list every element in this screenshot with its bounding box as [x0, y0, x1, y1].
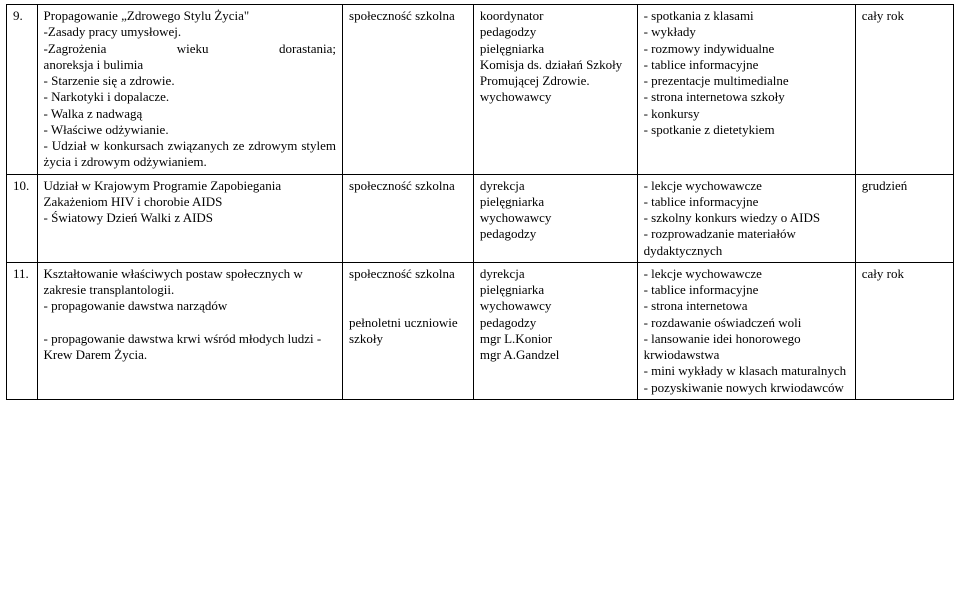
resp-line: wychowawcy — [480, 89, 631, 105]
desc-word: dorastania; — [279, 41, 336, 57]
desc-line: - Narkotyki i dopalacze. — [44, 89, 336, 105]
row-who: społeczność szkolna — [343, 5, 474, 175]
form-line: - mini wykłady w klasach maturalnych — [644, 363, 849, 379]
table-row: 9. Propagowanie „Zdrowego Stylu Życia" -… — [7, 5, 954, 175]
desc-line: -Zagrożenia wieku dorastania; — [44, 41, 336, 57]
form-line: - rozmowy indywidualne — [644, 41, 849, 57]
desc-word: wieku — [177, 41, 209, 57]
row-when: cały rok — [855, 262, 953, 399]
page: 9. Propagowanie „Zdrowego Stylu Życia" -… — [0, 0, 960, 599]
desc-line: - Starzenie się a zdrowie. — [44, 73, 336, 89]
desc-line: - propagowanie dawstwa narządów — [44, 298, 336, 314]
who-line — [349, 282, 467, 298]
desc-line: Kształtowanie właściwych postaw społeczn… — [44, 266, 336, 299]
row-when: grudzień — [855, 174, 953, 262]
resp-line: wychowawcy — [480, 210, 631, 226]
desc-line: - Światowy Dzień Walki z AIDS — [44, 210, 336, 226]
form-line: - wykłady — [644, 24, 849, 40]
who-line: pełnoletni uczniowie szkoły — [349, 315, 467, 348]
resp-line: dyrekcja — [480, 266, 631, 282]
form-line: - tablice informacyjne — [644, 282, 849, 298]
desc-line: anoreksja i bulimia — [44, 57, 336, 73]
row-number: 9. — [7, 5, 38, 175]
row-when: cały rok — [855, 5, 953, 175]
form-line: - konkursy — [644, 106, 849, 122]
desc-line — [44, 315, 336, 331]
resp-line: Komisja ds. działań Szkoły Promującej Zd… — [480, 57, 631, 90]
resp-line: mgr A.Gandzel — [480, 347, 631, 363]
row-responsible: koordynator pedagodzy pielęgniarka Komis… — [473, 5, 637, 175]
form-line: - prezentacje multimedialne — [644, 73, 849, 89]
row-description: Propagowanie „Zdrowego Stylu Życia" -Zas… — [37, 5, 342, 175]
form-line: - szkolny konkurs wiedzy o AIDS — [644, 210, 849, 226]
resp-line: pielęgniarka — [480, 41, 631, 57]
desc-line: - Walka z nadwagą — [44, 106, 336, 122]
desc-line: - Udział w konkursach związanych ze zdro… — [44, 138, 336, 171]
table-row: 11. Kształtowanie właściwych postaw społ… — [7, 262, 954, 399]
desc-line: -Zasady pracy umysłowej. — [44, 24, 336, 40]
resp-line: dyrekcja — [480, 178, 631, 194]
resp-line: wychowawcy — [480, 298, 631, 314]
row-who: społeczność szkolna — [343, 174, 474, 262]
desc-line: - propagowanie dawstwa krwi wśród młodyc… — [44, 331, 336, 364]
resp-line: pedagodzy — [480, 226, 631, 242]
desc-line: - Właściwe odżywianie. — [44, 122, 336, 138]
form-line: - lekcje wychowawcze — [644, 178, 849, 194]
resp-line: pedagodzy — [480, 24, 631, 40]
row-who: społeczność szkolna pełnoletni uczniowie… — [343, 262, 474, 399]
form-line: - lekcje wychowawcze — [644, 266, 849, 282]
form-line: - spotkania z klasami — [644, 8, 849, 24]
resp-line: mgr L.Konior — [480, 331, 631, 347]
form-line: - strona internetowa szkoły — [644, 89, 849, 105]
row-form: - spotkania z klasami - wykłady - rozmow… — [637, 5, 855, 175]
form-line: - spotkanie z dietetykiem — [644, 122, 849, 138]
row-description: Udział w Krajowym Programie Zapobiegania… — [37, 174, 342, 262]
row-number: 11. — [7, 262, 38, 399]
resp-line: pedagodzy — [480, 315, 631, 331]
row-number: 10. — [7, 174, 38, 262]
resp-line: koordynator — [480, 8, 631, 24]
row-responsible: dyrekcja pielęgniarka wychowawcy pedagod… — [473, 174, 637, 262]
form-line: - rozprowadzanie materiałów dydaktycznyc… — [644, 226, 849, 259]
desc-line: Udział w Krajowym Programie Zapobiegania… — [44, 178, 336, 211]
desc-line: Propagowanie „Zdrowego Stylu Życia" — [44, 8, 336, 24]
form-line: - tablice informacyjne — [644, 194, 849, 210]
who-line: społeczność szkolna — [349, 266, 467, 282]
document-table: 9. Propagowanie „Zdrowego Stylu Życia" -… — [6, 4, 954, 400]
desc-word: -Zagrożenia — [44, 41, 107, 57]
form-line: - rozdawanie oświadczeń woli — [644, 315, 849, 331]
form-line: - lansowanie idei honorowego krwiodawstw… — [644, 331, 849, 364]
who-line — [349, 298, 467, 314]
row-responsible: dyrekcja pielęgniarka wychowawcy pedagod… — [473, 262, 637, 399]
row-form: - lekcje wychowawcze - tablice informacy… — [637, 262, 855, 399]
resp-line: pielęgniarka — [480, 194, 631, 210]
form-line: - tablice informacyjne — [644, 57, 849, 73]
table-row: 10. Udział w Krajowym Programie Zapobieg… — [7, 174, 954, 262]
form-line: - strona internetowa — [644, 298, 849, 314]
resp-line: pielęgniarka — [480, 282, 631, 298]
form-line: - pozyskiwanie nowych krwiodawców — [644, 380, 849, 396]
row-description: Kształtowanie właściwych postaw społeczn… — [37, 262, 342, 399]
row-form: - lekcje wychowawcze - tablice informacy… — [637, 174, 855, 262]
